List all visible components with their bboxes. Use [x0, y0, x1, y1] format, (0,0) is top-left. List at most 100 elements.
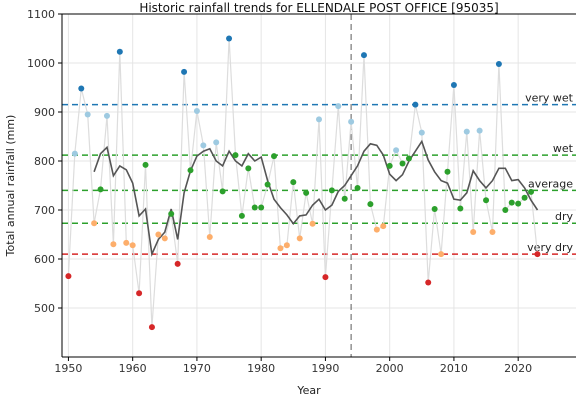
rainfall-point	[457, 205, 464, 212]
y-tick-label: 1000	[27, 57, 55, 70]
chart-title: Historic rainfall trends for ELLENDALE P…	[139, 1, 498, 15]
y-tick-label: 800	[34, 155, 55, 168]
rainfall-point	[431, 206, 438, 213]
rainfall-point	[335, 103, 342, 110]
rainfall-point	[91, 220, 98, 227]
x-tick-label: 1960	[119, 362, 147, 375]
rainfall-point	[515, 200, 522, 207]
rainfall-point	[148, 324, 155, 331]
rainfall-point	[181, 68, 188, 75]
rainfall-point	[193, 108, 200, 115]
rainfall-point	[213, 139, 220, 146]
rainfall-point	[271, 153, 278, 160]
x-tick-label: 2020	[504, 362, 532, 375]
rainfall-point	[489, 229, 496, 236]
rainfall-point	[450, 82, 457, 89]
rainfall-point	[277, 245, 284, 252]
rainfall-point	[136, 290, 143, 297]
rainfall-point	[97, 186, 104, 193]
rainfall-point	[528, 188, 535, 195]
threshold-label: average	[528, 177, 573, 190]
rainfall-point	[129, 242, 136, 249]
rainfall-point	[360, 52, 367, 59]
rainfall-point	[425, 279, 432, 286]
rainfall-point	[405, 155, 412, 162]
rainfall-point	[476, 127, 483, 134]
x-tick-label: 1970	[183, 362, 211, 375]
rainfall-point	[322, 274, 329, 281]
rainfall-point	[142, 161, 149, 168]
threshold-label: wet	[553, 142, 574, 155]
annual-rainfall-line	[67, 38, 539, 328]
rainfall-point	[470, 229, 477, 236]
rainfall-point	[386, 162, 393, 169]
rainfall-point	[238, 212, 245, 219]
moving-average-line	[93, 139, 539, 257]
rainfall-point	[264, 181, 271, 188]
y-tick-label: 600	[34, 253, 55, 266]
x-tick-label: 1980	[247, 362, 275, 375]
rainfall-point	[309, 220, 316, 227]
y-tick-label: 1100	[27, 8, 55, 21]
x-tick-label: 1950	[54, 362, 82, 375]
rainfall-point	[316, 116, 322, 123]
rainfall-point	[502, 207, 509, 213]
y-tick-label: 500	[34, 302, 55, 315]
rainfall-point	[161, 235, 168, 242]
y-tick-label: 900	[34, 106, 55, 119]
x-axis-label: Year	[296, 384, 321, 397]
rainfall-point	[399, 160, 406, 167]
rainfall-point	[495, 60, 502, 67]
rainfall-point	[123, 239, 130, 246]
rainfall-point	[521, 194, 528, 201]
rainfall-point	[463, 128, 470, 135]
threshold-label: very dry	[527, 241, 573, 254]
rainfall-point	[354, 184, 361, 191]
rainfall-point	[103, 112, 110, 119]
rainfall-point	[251, 204, 258, 211]
rainfall-point	[341, 195, 348, 202]
x-tick-label: 1990	[311, 362, 339, 375]
rainfall-point	[418, 129, 425, 136]
rainfall-point	[200, 142, 207, 149]
rainfall-point	[187, 167, 194, 174]
rainfall-point	[110, 241, 117, 248]
y-axis-label: Total annual rainfall (mm)	[4, 115, 17, 258]
labels: Historic rainfall trends for ELLENDALE P…	[4, 1, 499, 397]
rainfall-point	[219, 188, 226, 195]
rainfall-point	[483, 197, 490, 204]
rainfall-point	[84, 111, 91, 118]
rainfall-point	[71, 150, 78, 157]
rainfall-point	[444, 168, 451, 175]
rainfall-point	[65, 273, 72, 280]
threshold-label: dry	[555, 210, 574, 223]
rainfall-point	[245, 165, 252, 172]
y-tick-label: 700	[34, 204, 55, 217]
rainfall-point	[78, 85, 85, 92]
rainfall-point	[155, 231, 162, 238]
rainfall-point	[393, 147, 400, 154]
rainfall-point	[508, 199, 515, 206]
threshold-label: very wet	[525, 92, 574, 105]
x-tick-label: 2010	[440, 362, 468, 375]
rainfall-point	[348, 118, 355, 125]
rainfall-point	[174, 260, 181, 267]
axes: 1950 1960 1970 1980 1990 2000 2010 2020 500 600 70…	[27, 8, 576, 375]
rainfall-point	[412, 101, 419, 108]
rainfall-point	[232, 152, 239, 159]
rainfall-point	[283, 242, 290, 249]
rainfall-point	[438, 251, 445, 258]
rainfall-point	[380, 223, 387, 230]
x-tick-label: 2000	[376, 362, 404, 375]
rainfall-point	[534, 251, 541, 258]
rainfall-point	[206, 233, 213, 240]
rainfall-point	[226, 35, 233, 42]
rainfall-point	[303, 189, 310, 196]
rainfall-point	[373, 226, 380, 233]
series	[65, 35, 541, 331]
rainfall-point	[328, 187, 335, 194]
rainfall-point	[168, 210, 175, 217]
rainfall-point	[116, 48, 123, 55]
